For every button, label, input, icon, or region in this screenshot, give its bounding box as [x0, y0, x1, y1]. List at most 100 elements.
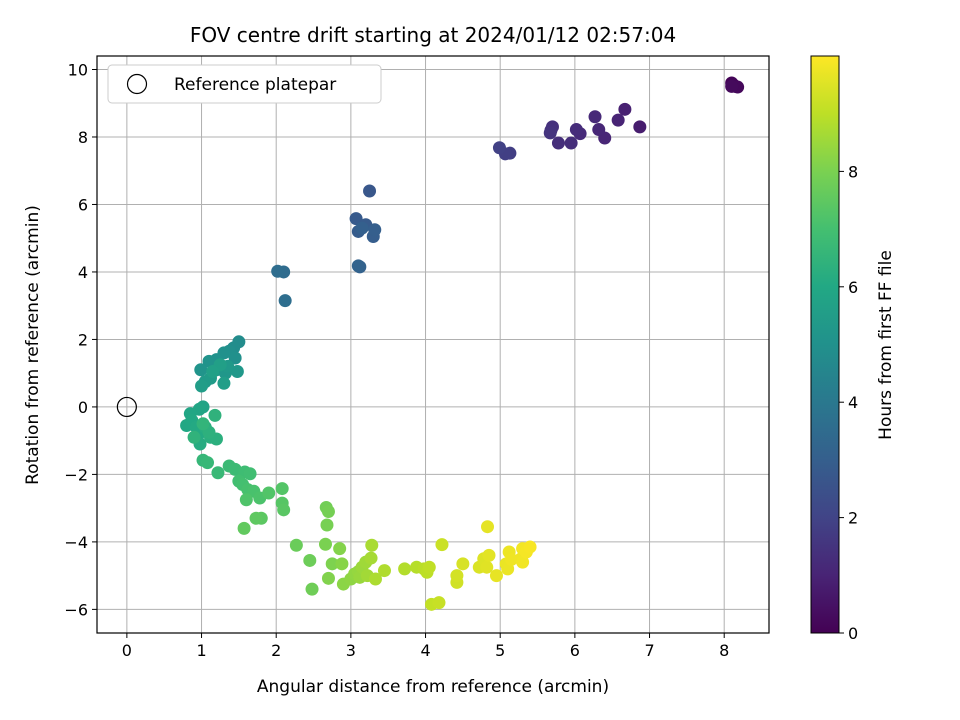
chart-title: FOV centre drift starting at 2024/01/12 …: [190, 23, 676, 47]
data-point: [271, 264, 285, 278]
data-point: [432, 596, 446, 610]
data-point: [325, 557, 339, 571]
data-point: [208, 408, 222, 422]
data-point: [305, 582, 319, 596]
data-points: [180, 76, 745, 611]
data-point: [321, 505, 335, 519]
data-point: [551, 136, 565, 150]
data-point: [492, 141, 506, 155]
colorbar-tick-label: 4: [848, 393, 858, 412]
plot-frame: [96, 55, 770, 634]
data-point: [523, 540, 537, 554]
data-point: [398, 562, 412, 576]
y-tick-label: 10: [68, 60, 88, 79]
data-point: [377, 564, 391, 578]
reference-point: [116, 396, 137, 418]
data-point: [349, 212, 363, 226]
data-point: [611, 113, 625, 127]
data-point: [201, 456, 215, 470]
data-point: [564, 136, 578, 150]
y-tick-label: 6: [78, 195, 88, 214]
data-point: [217, 376, 231, 390]
data-point: [369, 572, 383, 586]
data-point: [543, 126, 557, 140]
colorbar-label: Hours from first FF file: [876, 250, 896, 440]
data-point: [195, 379, 209, 393]
data-point: [456, 557, 470, 571]
legend-box: [107, 64, 382, 104]
legend-marker-icon: [126, 73, 148, 95]
data-point: [230, 364, 244, 378]
colorbar-gradient: [810, 55, 840, 634]
data-point: [237, 521, 251, 535]
data-point: [262, 486, 276, 500]
y-tick-label: 8: [78, 128, 88, 147]
data-point: [303, 553, 317, 567]
y-tick-label: −6: [64, 600, 88, 619]
colorbar-tick-label: 2: [848, 509, 858, 528]
reference-point-marker: [116, 396, 137, 418]
data-point: [516, 555, 530, 569]
x-tick-label: 6: [570, 641, 580, 660]
x-tick-label: 8: [719, 641, 729, 660]
data-point: [243, 467, 257, 481]
data-point: [588, 110, 602, 124]
x-tick-label: 2: [271, 641, 281, 660]
data-point: [355, 221, 369, 235]
y-tick-label: −2: [64, 465, 88, 484]
data-point: [333, 542, 347, 556]
colorbar-tick-label: 8: [848, 162, 858, 181]
data-point: [275, 482, 289, 496]
y-tick-label: 0: [78, 398, 88, 417]
x-tick-label: 3: [346, 641, 356, 660]
data-point: [592, 123, 606, 137]
data-point: [277, 503, 291, 517]
data-point: [318, 537, 332, 551]
data-point: [618, 102, 632, 116]
x-tick-label: 1: [196, 641, 206, 660]
data-point: [249, 511, 263, 525]
data-point: [480, 560, 494, 574]
data-point: [450, 569, 464, 583]
y-tick-label: 4: [78, 263, 88, 282]
y-tick-label: 2: [78, 330, 88, 349]
data-point: [368, 223, 382, 237]
data-point: [278, 294, 292, 308]
data-point: [194, 363, 208, 377]
y-axis-label: Rotation from reference (arcmin): [23, 205, 43, 485]
y-tick-label: −4: [64, 533, 88, 552]
data-point: [481, 520, 495, 534]
x-tick-label: 7: [644, 641, 654, 660]
grid-lines: [97, 56, 769, 633]
data-point: [187, 430, 201, 444]
x-tick-label: 4: [420, 641, 430, 660]
data-point: [482, 548, 496, 562]
x-axis-ticks: 0 1 2 3 4 5 6 7 8: [122, 633, 729, 660]
data-point: [321, 571, 335, 585]
data-point: [351, 259, 365, 273]
colorbar: 0 2 4 6 8 Hours from first FF file: [810, 55, 896, 643]
data-point: [239, 493, 253, 507]
colorbar-tick-label: 0: [848, 624, 858, 643]
x-tick-label: 0: [122, 641, 132, 660]
data-point: [289, 538, 303, 552]
colorbar-tick-label: 6: [848, 278, 858, 297]
data-point: [211, 466, 225, 480]
data-point: [365, 538, 379, 552]
data-point: [196, 417, 210, 431]
data-point: [228, 351, 242, 365]
data-point: [363, 184, 377, 198]
data-point: [633, 120, 647, 134]
data-point: [202, 354, 216, 368]
data-point: [504, 552, 518, 566]
data-point: [725, 79, 739, 93]
legend-entry-reference: Reference platepar: [174, 75, 336, 95]
data-point: [364, 551, 378, 565]
data-point: [569, 123, 583, 137]
data-point: [320, 518, 334, 532]
data-point: [435, 538, 449, 552]
x-tick-label: 5: [495, 641, 505, 660]
data-point: [335, 557, 349, 571]
data-point: [206, 364, 220, 378]
